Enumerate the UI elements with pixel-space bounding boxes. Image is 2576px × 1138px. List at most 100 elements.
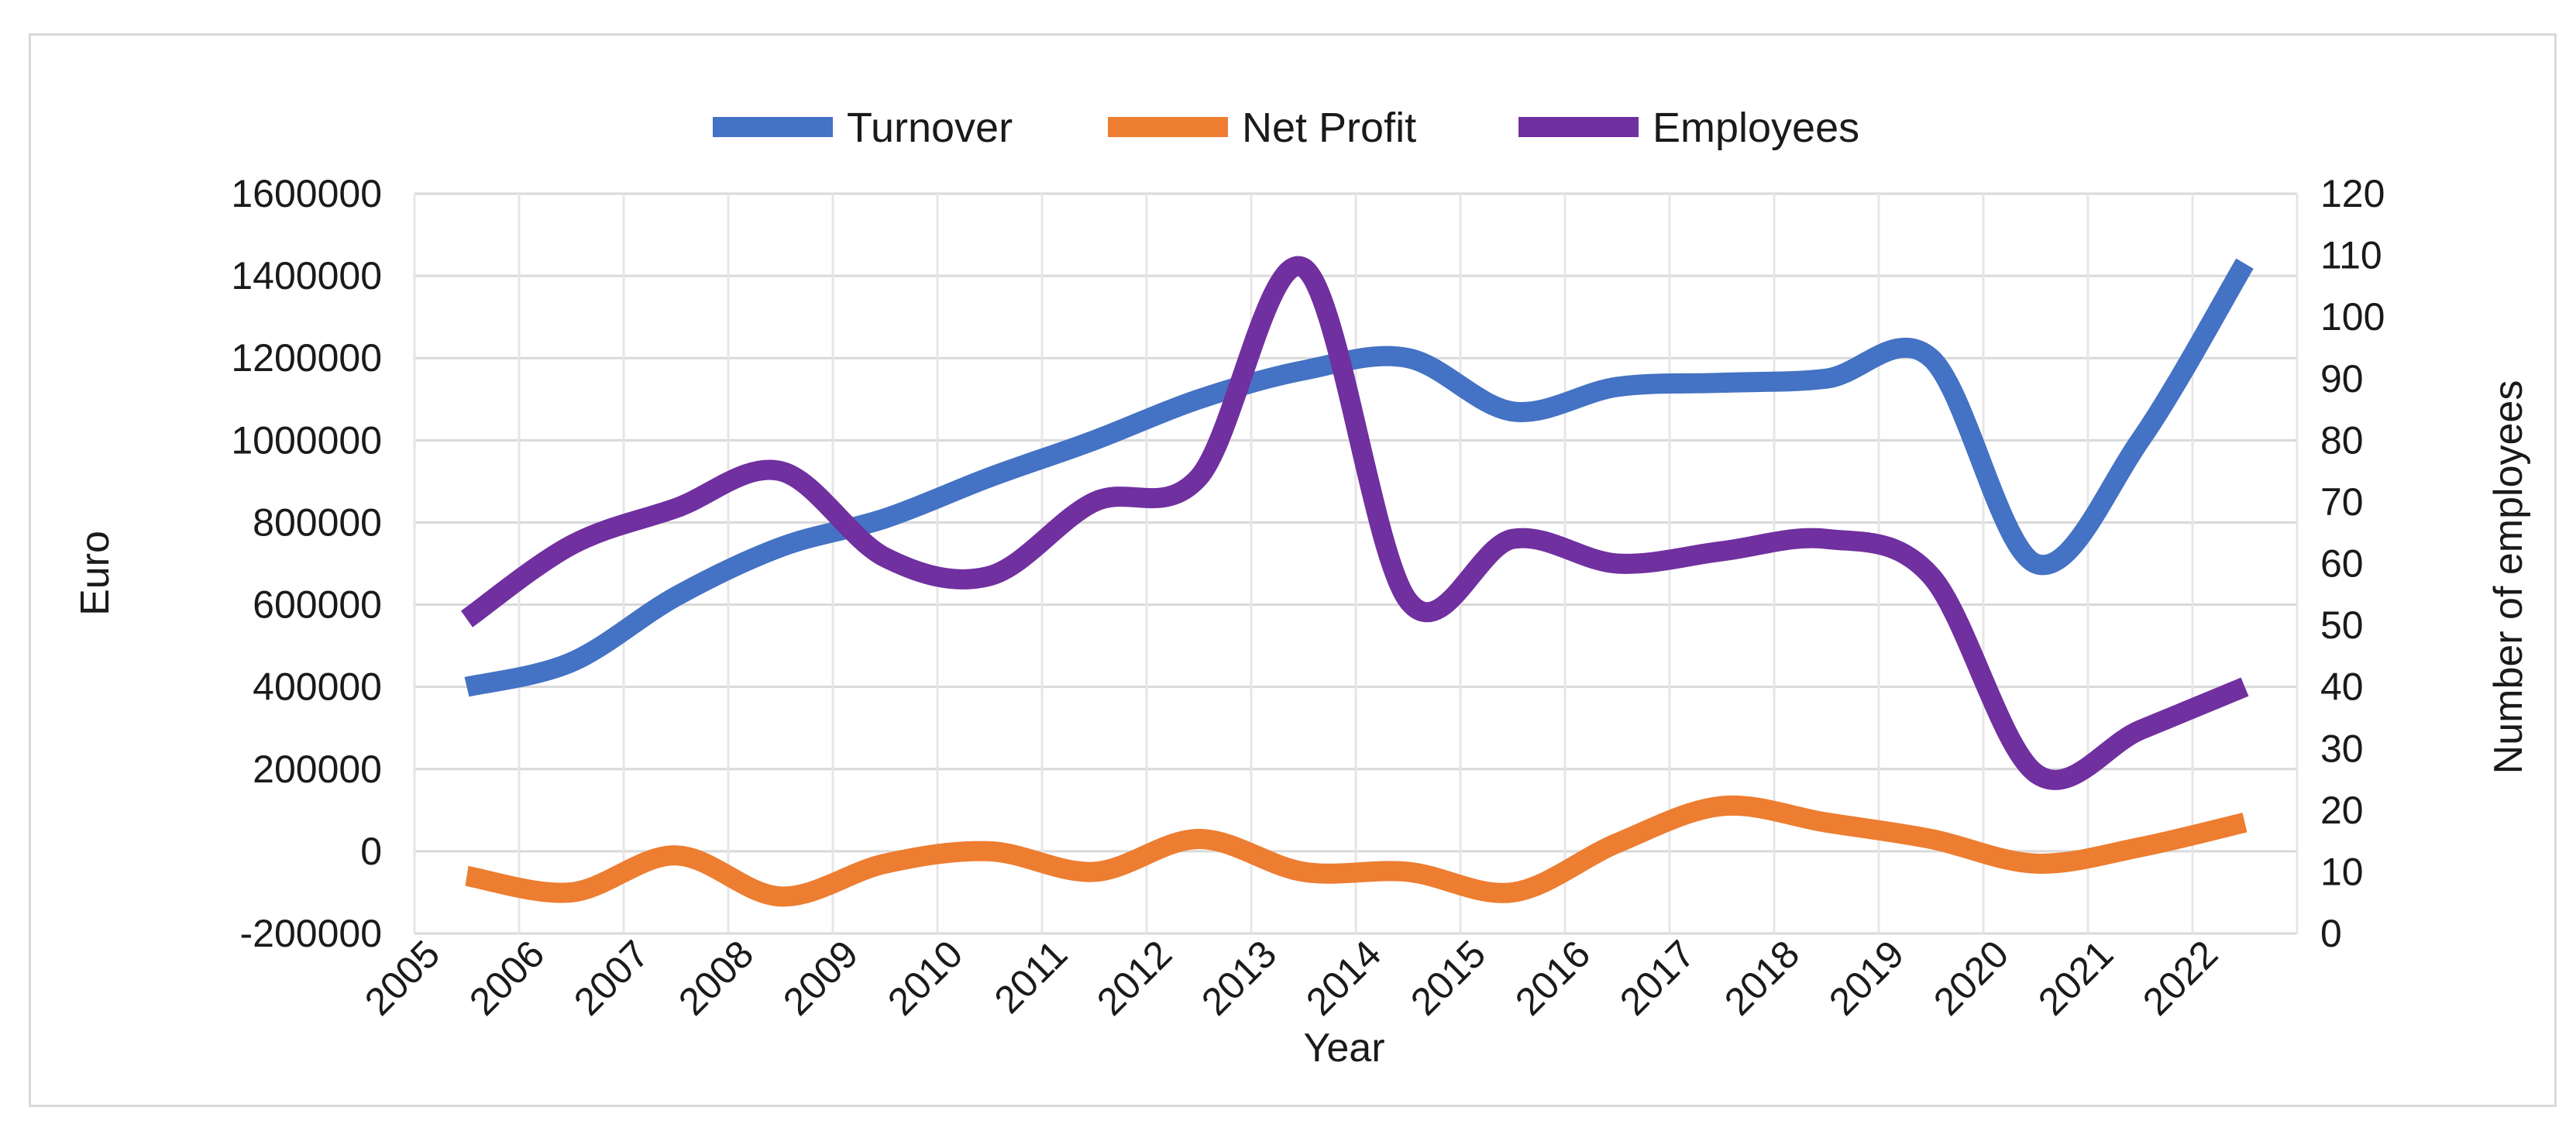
employees-line-point	[780, 470, 782, 472]
turnover-line-point	[885, 517, 886, 519]
x-tick-label: 2009	[775, 932, 866, 1023]
gridlines	[413, 192, 2299, 935]
turnover-line-point	[1094, 439, 1095, 441]
legend-label-net-profit: Net Profit	[1242, 105, 1416, 151]
turnover-line-point	[1512, 411, 1514, 412]
series-lines	[460, 256, 2254, 907]
turnover-line-point	[989, 476, 991, 478]
y-right-tick-label: 60	[2320, 542, 2364, 586]
net-profit-line-point	[989, 851, 991, 852]
x-tick-label: 2010	[879, 932, 971, 1023]
x-tick-label: 2017	[1611, 932, 1703, 1023]
y-left-tick-label: 600000	[253, 583, 382, 627]
y-right-tick-label: 50	[2320, 603, 2364, 647]
net-profit-line-point	[1617, 842, 1618, 844]
x-tick-label: 2007	[566, 932, 657, 1023]
x-tick-label: 2019	[1821, 932, 1912, 1023]
x-tick-label: 2008	[670, 932, 762, 1023]
x-tick-label: 2015	[1402, 932, 1494, 1023]
turnover-line-point	[1617, 386, 1618, 387]
x-tick-label: 2021	[2030, 932, 2121, 1023]
y-right-tick-label: 110	[2320, 234, 2382, 277]
y-right-tick-label: 70	[2320, 480, 2364, 524]
y-right-tick-label: 0	[2320, 912, 2342, 955]
turnover-line-point	[2244, 263, 2246, 264]
x-tick-label: 2013	[1193, 932, 1285, 1023]
net-profit-line-point	[1826, 822, 1828, 823]
legend: Turnover Net Profit Employees	[713, 105, 1859, 151]
x-axis-title: Year	[1303, 1026, 1384, 1071]
net-profit-line-point	[885, 863, 886, 865]
x-tick-label: 2020	[1925, 932, 2017, 1023]
net-profit-line-point	[571, 892, 573, 893]
employees-line-point	[1094, 501, 1095, 503]
net-profit-line-point	[1303, 871, 1305, 872]
x-tick-label: 2018	[1716, 932, 1807, 1023]
y-right-tick-label: 20	[2320, 789, 2364, 832]
y-left-tick-label: 0	[360, 830, 382, 873]
employees-line-point	[885, 557, 886, 559]
y-right-tick-label: 120	[2320, 172, 2385, 215]
net-profit-line-point	[2140, 847, 2141, 848]
y-left-tick-label: 1600000	[231, 172, 382, 215]
turnover-line-point	[1199, 398, 1200, 400]
turnover-line-point	[1931, 357, 1932, 359]
turnover-line-point	[1408, 357, 1409, 359]
turnover-line-point	[1721, 382, 1723, 383]
y-right-tick-label: 100	[2320, 295, 2385, 339]
net-profit-line-point	[676, 854, 677, 856]
turnover-line-point	[2035, 563, 2037, 565]
employees-line	[460, 256, 2249, 790]
turnover-line-point	[1303, 370, 1305, 371]
y-axis-right-title: Number of employees	[2486, 380, 2531, 775]
x-tick-label: 2011	[986, 932, 1076, 1022]
turnover-line-point	[571, 662, 573, 663]
y-left-tick-label: 800000	[253, 500, 382, 544]
turnover-line-point	[676, 596, 677, 597]
legend-label-turnover: Turnover	[847, 105, 1013, 151]
y-left-tick-label: -200000	[240, 912, 383, 955]
employees-line-point	[466, 618, 468, 620]
y-right-tick-label: 80	[2320, 418, 2364, 462]
x-tick-label: 2022	[2134, 932, 2226, 1023]
turnover-line-point	[2140, 439, 2141, 441]
net-profit-line-point	[2244, 822, 2246, 823]
x-tick-label: 2006	[461, 932, 552, 1023]
employees-line-point	[1512, 538, 1514, 540]
y-right-tick-label: 90	[2320, 357, 2364, 401]
employees-line-point	[1931, 575, 1932, 576]
y-right-tick-label: 10	[2320, 850, 2364, 893]
employees-line-point	[1721, 551, 1723, 552]
y-left-tick-label: 1000000	[231, 418, 382, 462]
y-left-tick-label: 1400000	[231, 254, 382, 297]
net-profit-line-point	[1512, 892, 1514, 893]
employees-line-point	[1617, 563, 1618, 565]
y-right-tick-label: 30	[2320, 727, 2364, 770]
net-profit-line-point	[2035, 863, 2037, 865]
x-tick-label: 2016	[1507, 932, 1598, 1023]
employees-line-point	[1826, 538, 1828, 540]
y-right-tick-label: 40	[2320, 665, 2364, 709]
y-left-tick-label: 200000	[253, 748, 382, 791]
turnover-line-point	[780, 546, 782, 548]
employees-line-point	[2244, 686, 2246, 688]
net-profit-line-point	[1408, 871, 1409, 872]
y-left-tick-label: 400000	[253, 665, 382, 709]
net-profit-line	[465, 795, 2248, 907]
net-profit-line-point	[1721, 806, 1723, 807]
employees-line-point	[571, 545, 573, 546]
x-tick-label: 2014	[1298, 932, 1389, 1023]
employees-line-point	[1408, 600, 1409, 601]
employees-line-point	[1199, 476, 1200, 478]
y-axis-right-ticks: 0 10 20 30 40 50 60 70 80 90 100 110 120	[2320, 172, 2385, 955]
net-profit-line-point	[780, 896, 782, 897]
x-axis-ticks: 2005 2006 2007 2008 2009 2010 2011 2012 2013 2014…	[356, 932, 2226, 1023]
chart-frame	[29, 33, 2557, 1107]
turnover-line-point	[1826, 378, 1828, 380]
legend-label-employees: Employees	[1653, 105, 1859, 151]
y-axis-left-ticks: -200000 0 200000 400000 600000 800000 1000000 1…	[231, 172, 382, 955]
employees-line-point	[2035, 772, 2037, 774]
y-left-tick-label: 1200000	[231, 336, 382, 380]
net-profit-line-point	[1094, 871, 1095, 872]
